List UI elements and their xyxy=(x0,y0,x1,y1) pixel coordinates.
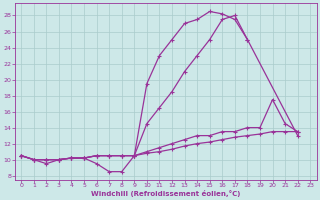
X-axis label: Windchill (Refroidissement éolien,°C): Windchill (Refroidissement éolien,°C) xyxy=(91,190,240,197)
